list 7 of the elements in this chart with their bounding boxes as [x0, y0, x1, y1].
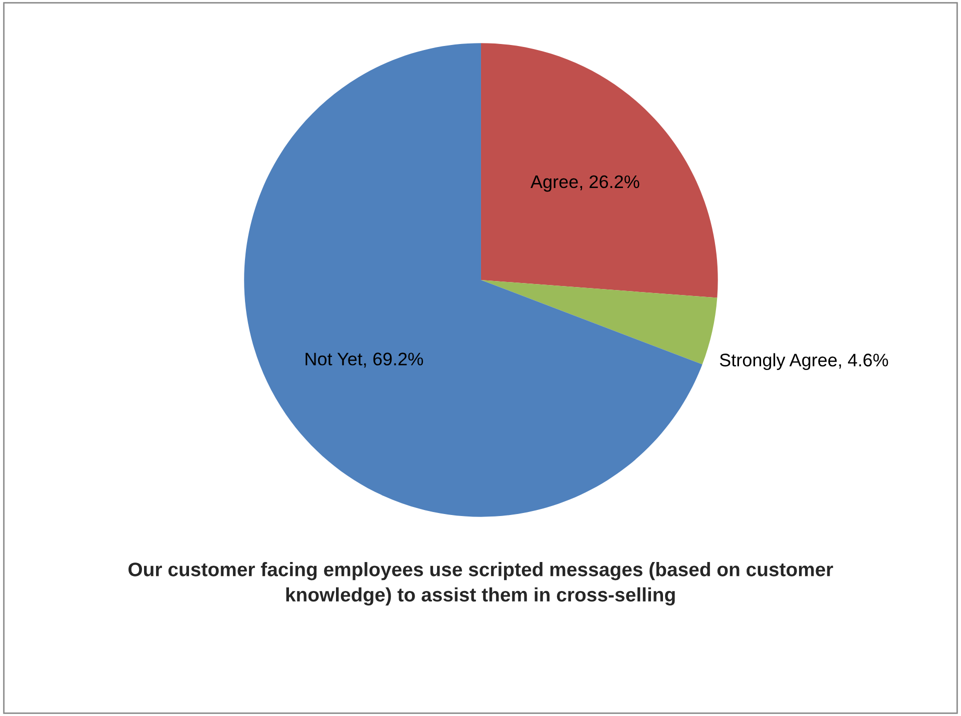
slice-label: Strongly Agree, 4.6% [720, 353, 888, 370]
slice-label: Agree, 26.2% [530, 175, 640, 192]
text: Our customer facing employees use scripted messages (based on customer knowledge) to assist them in cross-selling [128, 562, 834, 606]
slice-label: Not Yet, 69.2% [306, 352, 424, 368]
pie-slice [480, 280, 718, 364]
pie-slice [480, 43, 718, 298]
pie-slice [244, 43, 702, 517]
